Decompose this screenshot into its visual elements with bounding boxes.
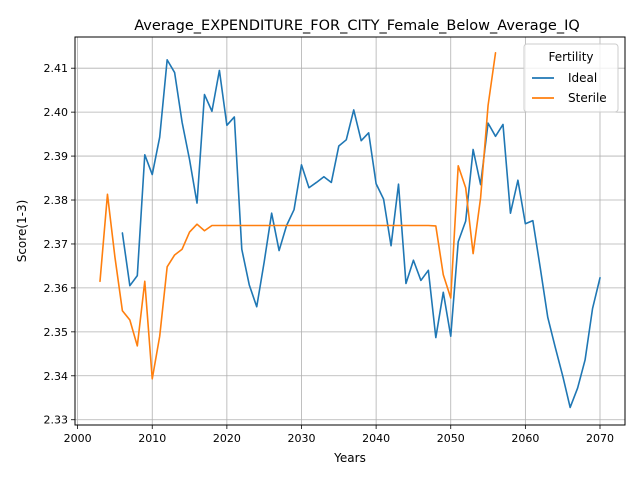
x-axis-label: Years — [333, 451, 366, 465]
x-tick-label: 2040 — [362, 432, 390, 445]
legend-label-sterile: Sterile — [568, 91, 607, 105]
y-tick-label: 2.37 — [44, 238, 69, 251]
y-tick-label: 2.40 — [44, 106, 69, 119]
y-tick-label: 2.39 — [44, 150, 69, 163]
legend-title: Fertility — [548, 50, 593, 64]
y-tick-label: 2.34 — [44, 370, 69, 383]
x-tick-label: 2050 — [437, 432, 465, 445]
x-tick-label: 2070 — [586, 432, 614, 445]
x-tick-label: 2060 — [511, 432, 539, 445]
y-tick-label: 2.38 — [44, 194, 69, 207]
y-axis-label: Score(1-3) — [15, 200, 29, 263]
y-tick-label: 2.35 — [44, 326, 69, 339]
chart-title: Average_EXPENDITURE_FOR_CITY_Female_Belo… — [134, 18, 580, 34]
x-tick-label: 2020 — [213, 432, 241, 445]
legend-label-ideal: Ideal — [568, 71, 597, 85]
x-tick-label: 2010 — [138, 432, 166, 445]
legend: Fertility Ideal Sterile — [524, 44, 618, 112]
x-tick-label: 2000 — [64, 432, 92, 445]
y-tick-label: 2.36 — [44, 282, 69, 295]
y-tick-label: 2.41 — [44, 62, 69, 75]
x-tick-label: 2030 — [287, 432, 315, 445]
y-tick-label: 2.33 — [44, 414, 69, 427]
